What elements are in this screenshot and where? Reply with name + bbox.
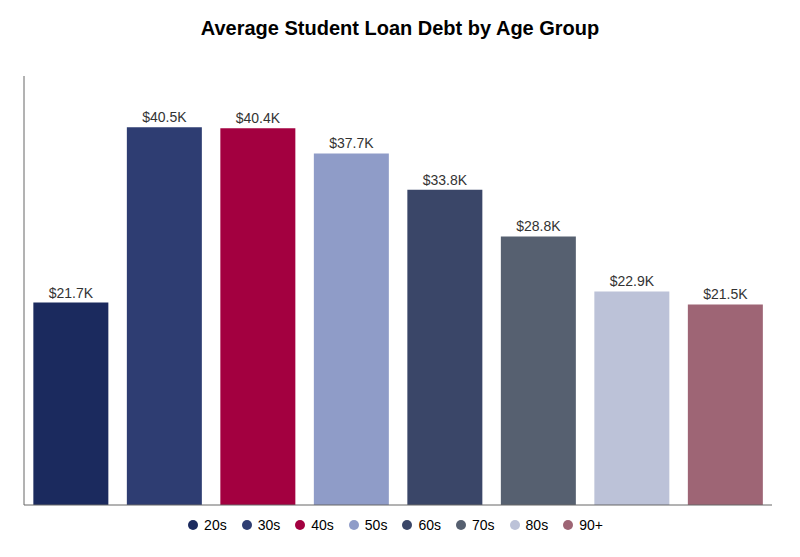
svg-text:$28.8K: $28.8K [516,218,561,234]
html-text:30s: 30s [257,517,281,533]
svg-text:$21.7K: $21.7K [49,285,94,301]
svg-text:$21.5K: $21.5K [703,286,748,302]
svg-text:$40.5K: $40.5K [142,109,187,125]
svg-text:$37.7K: $37.7K [329,135,374,151]
html-text:70s: 70s [472,517,495,533]
html-text:Average Student Loan Debt by A: Average Student Loan Debt by Age Group [200,17,600,39]
svg-text:$22.9K: $22.9K [610,273,655,289]
html-text:60s: 60s [418,517,441,533]
svg-text:$33.8K: $33.8K [423,172,468,188]
html-text:90+: 90+ [579,517,603,533]
html-text:40s: 40s [311,517,334,533]
html-text:80s: 80s [525,517,549,533]
html-text:20s: 20s [204,517,227,533]
svg-text:$40.4K: $40.4K [236,110,281,126]
html-text:50s: 50s [364,517,388,533]
